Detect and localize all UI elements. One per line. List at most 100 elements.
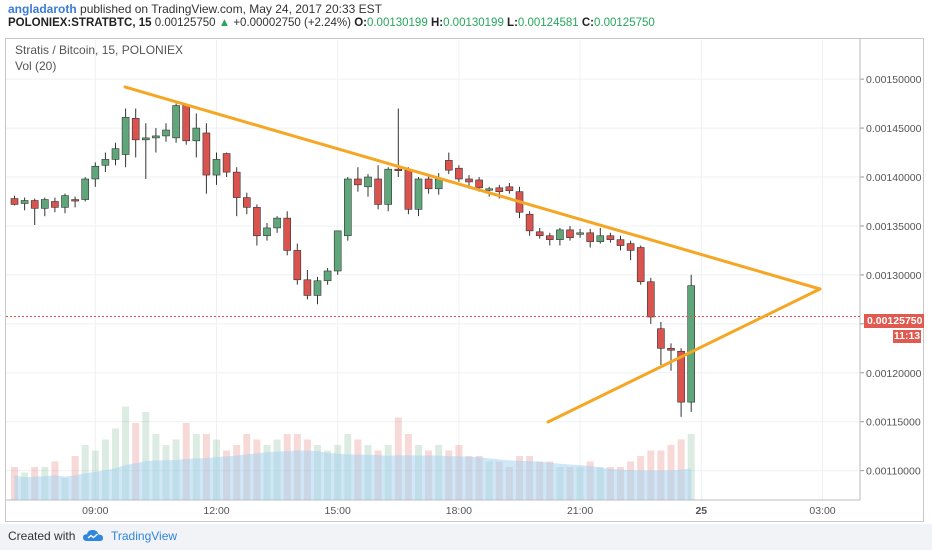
candle-body xyxy=(152,135,160,139)
candle-body xyxy=(485,188,494,191)
candle-body xyxy=(444,160,453,171)
candle-body xyxy=(142,137,150,141)
y-tick-label: 0.00150000 xyxy=(866,74,922,86)
candle-body xyxy=(30,200,39,209)
volume-bar xyxy=(132,423,140,500)
volume-bar xyxy=(81,445,89,500)
chart-legend-title: Stratis / Bitcoin, 15, POLONIEX xyxy=(15,43,184,57)
candle-body xyxy=(677,350,685,403)
candle-body xyxy=(71,199,79,202)
candle-body xyxy=(20,200,29,204)
x-tick-label: 09:00 xyxy=(82,505,108,517)
candle-body xyxy=(455,167,463,180)
x-tick-label: 18:00 xyxy=(446,505,472,517)
lower-trendline xyxy=(546,287,822,424)
candle-body xyxy=(354,178,362,186)
upper-trendline xyxy=(123,85,822,291)
candle-body xyxy=(606,235,615,240)
candle-body xyxy=(545,235,554,240)
chart-frame[interactable] xyxy=(5,38,924,522)
candle-body xyxy=(283,217,292,251)
publish-info: angladaroth published on TradingView.com… xyxy=(8,2,382,16)
high-label: H: xyxy=(430,17,444,29)
y-tick-label: 0.00135000 xyxy=(866,221,922,233)
x-tick-label: 21:00 xyxy=(567,505,593,517)
candle-body xyxy=(535,231,544,237)
candle-body xyxy=(293,250,302,281)
candle-body xyxy=(667,347,675,351)
candle-body xyxy=(576,232,584,235)
candle-body xyxy=(364,176,372,188)
candle-body xyxy=(263,227,271,237)
candle-body xyxy=(626,243,635,251)
candle-body xyxy=(61,195,69,208)
close-label: C: xyxy=(581,17,595,29)
candle-body xyxy=(424,178,433,190)
candle-body xyxy=(404,169,413,210)
candle-body xyxy=(222,153,231,173)
change-arrow-icon: ▲ xyxy=(218,17,231,29)
candle-body xyxy=(273,217,281,229)
candle-body xyxy=(323,270,332,282)
candle-body xyxy=(384,168,393,205)
volume-bar xyxy=(687,434,695,500)
last-price: 0.00125750 xyxy=(154,17,216,29)
ohlc-bar: POLONIEX:STRATBTC, 15 0.00125750 ▲ +0.00… xyxy=(8,17,655,29)
candle-body xyxy=(51,201,59,208)
y-tick-label: 0.00130000 xyxy=(866,270,922,282)
tradingview-cloud-icon[interactable] xyxy=(82,527,104,543)
high-value: 0.00130199 xyxy=(443,17,504,29)
candle-body xyxy=(505,186,514,192)
candle-body xyxy=(232,171,241,198)
candle-body xyxy=(121,117,130,155)
open-label: O: xyxy=(354,17,367,29)
x-tick-label: 15:00 xyxy=(325,505,351,517)
created-with-label: Created with xyxy=(8,529,76,543)
volume-legend: Vol (20) xyxy=(15,59,57,73)
volume-bar xyxy=(142,412,150,500)
candle-body xyxy=(646,281,655,318)
candle-body xyxy=(111,148,120,160)
published-text: published on TradingView.com, May 24, 20… xyxy=(80,2,382,16)
candle-body xyxy=(657,328,665,349)
volume-ma-area xyxy=(14,450,692,500)
volume-bar xyxy=(101,439,109,500)
last-price-badge: 0.00125750 xyxy=(864,314,924,328)
tradingview-brand-link[interactable]: TradingView xyxy=(111,529,178,543)
candle-body xyxy=(313,280,322,296)
candle-body xyxy=(101,159,110,166)
countdown-badge: 11:13 xyxy=(893,330,921,343)
candle-body xyxy=(566,229,574,239)
author-link[interactable]: angladaroth xyxy=(8,2,77,16)
candle-body xyxy=(10,198,19,205)
candle-body xyxy=(162,129,170,137)
close-value: 0.00125750 xyxy=(594,17,655,29)
y-tick-label: 0.00140000 xyxy=(866,172,922,184)
y-tick-label: 0.00115000 xyxy=(866,417,921,429)
candle-body xyxy=(687,285,696,403)
candle-body xyxy=(394,168,403,171)
candle-body xyxy=(374,178,382,205)
candle-body xyxy=(243,197,251,208)
volume-bar xyxy=(122,406,130,500)
x-tick-label: 25 xyxy=(695,505,707,517)
candle-body xyxy=(131,117,140,141)
candle-body xyxy=(253,207,261,237)
candle-body xyxy=(212,159,221,176)
candle-body xyxy=(556,229,564,240)
y-tick-label: 0.00110000 xyxy=(866,466,921,478)
candle-body xyxy=(495,187,504,193)
candle-body xyxy=(343,178,352,237)
candle-body xyxy=(586,232,595,242)
candle-body xyxy=(192,127,201,142)
candle-body xyxy=(616,239,625,246)
candle-body xyxy=(333,230,342,272)
candle-body xyxy=(182,105,190,142)
candle-body xyxy=(636,247,645,283)
candle-body xyxy=(81,178,89,200)
candle-body xyxy=(596,235,605,242)
low-label: L: xyxy=(507,17,518,29)
price-chart[interactable]: 0.00150000 0.00145000 0.00140000 0.00135000… xyxy=(0,0,932,524)
candle-body xyxy=(172,105,180,139)
candle-body xyxy=(465,178,473,183)
